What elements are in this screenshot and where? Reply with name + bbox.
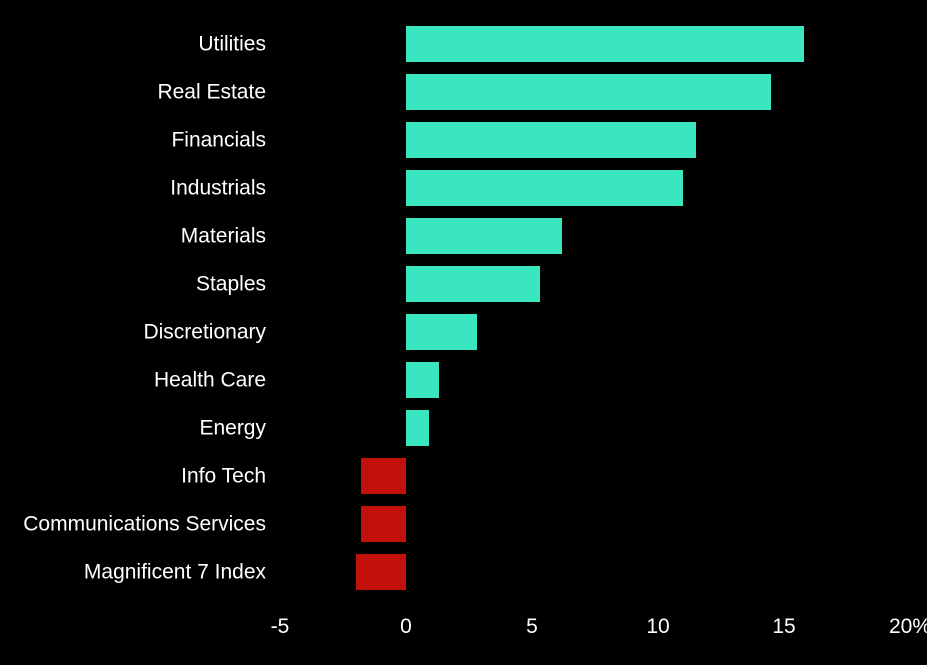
bar [361,506,406,542]
x-tick-label: 15 [772,615,795,639]
bar-row: Real Estate [280,74,910,110]
x-tick-label: 20% [889,615,927,639]
bar [406,170,683,206]
category-label: Discretionary [143,322,280,343]
bar-row: Health Care [280,362,910,398]
category-label: Communications Services [23,514,280,535]
x-tick-label: 10 [646,615,669,639]
category-label: Health Care [154,370,280,391]
x-tick-label: 5 [526,615,538,639]
bar [406,74,771,110]
category-label: Real Estate [157,82,280,103]
bar-row: Materials [280,218,910,254]
bar-row: Financials [280,122,910,158]
category-label: Materials [181,226,280,247]
category-label: Utilities [198,34,280,55]
sector-performance-chart: UtilitiesReal EstateFinancialsIndustrial… [0,0,927,665]
category-label: Industrials [170,178,280,199]
bar [356,554,406,590]
bar [406,362,439,398]
bar [406,266,540,302]
bar-row: Communications Services [280,506,910,542]
bar-row: Energy [280,410,910,446]
bar-row: Industrials [280,170,910,206]
bar [406,26,804,62]
bar-row: Discretionary [280,314,910,350]
bar [406,218,562,254]
x-tick-label: -5 [271,615,290,639]
category-label: Financials [171,130,280,151]
bar [406,122,696,158]
bar-row: Info Tech [280,458,910,494]
x-tick-label: 0 [400,615,412,639]
bar [406,314,477,350]
bar [361,458,406,494]
bar-row: Magnificent 7 Index [280,554,910,590]
category-label: Magnificent 7 Index [84,562,280,583]
bar-row: Utilities [280,26,910,62]
category-label: Staples [196,274,280,295]
category-label: Energy [199,418,280,439]
bar [406,410,429,446]
bar-row: Staples [280,266,910,302]
category-label: Info Tech [181,466,280,487]
plot-area: Utilities Real Estate Financials Industrial… [280,20,910,620]
